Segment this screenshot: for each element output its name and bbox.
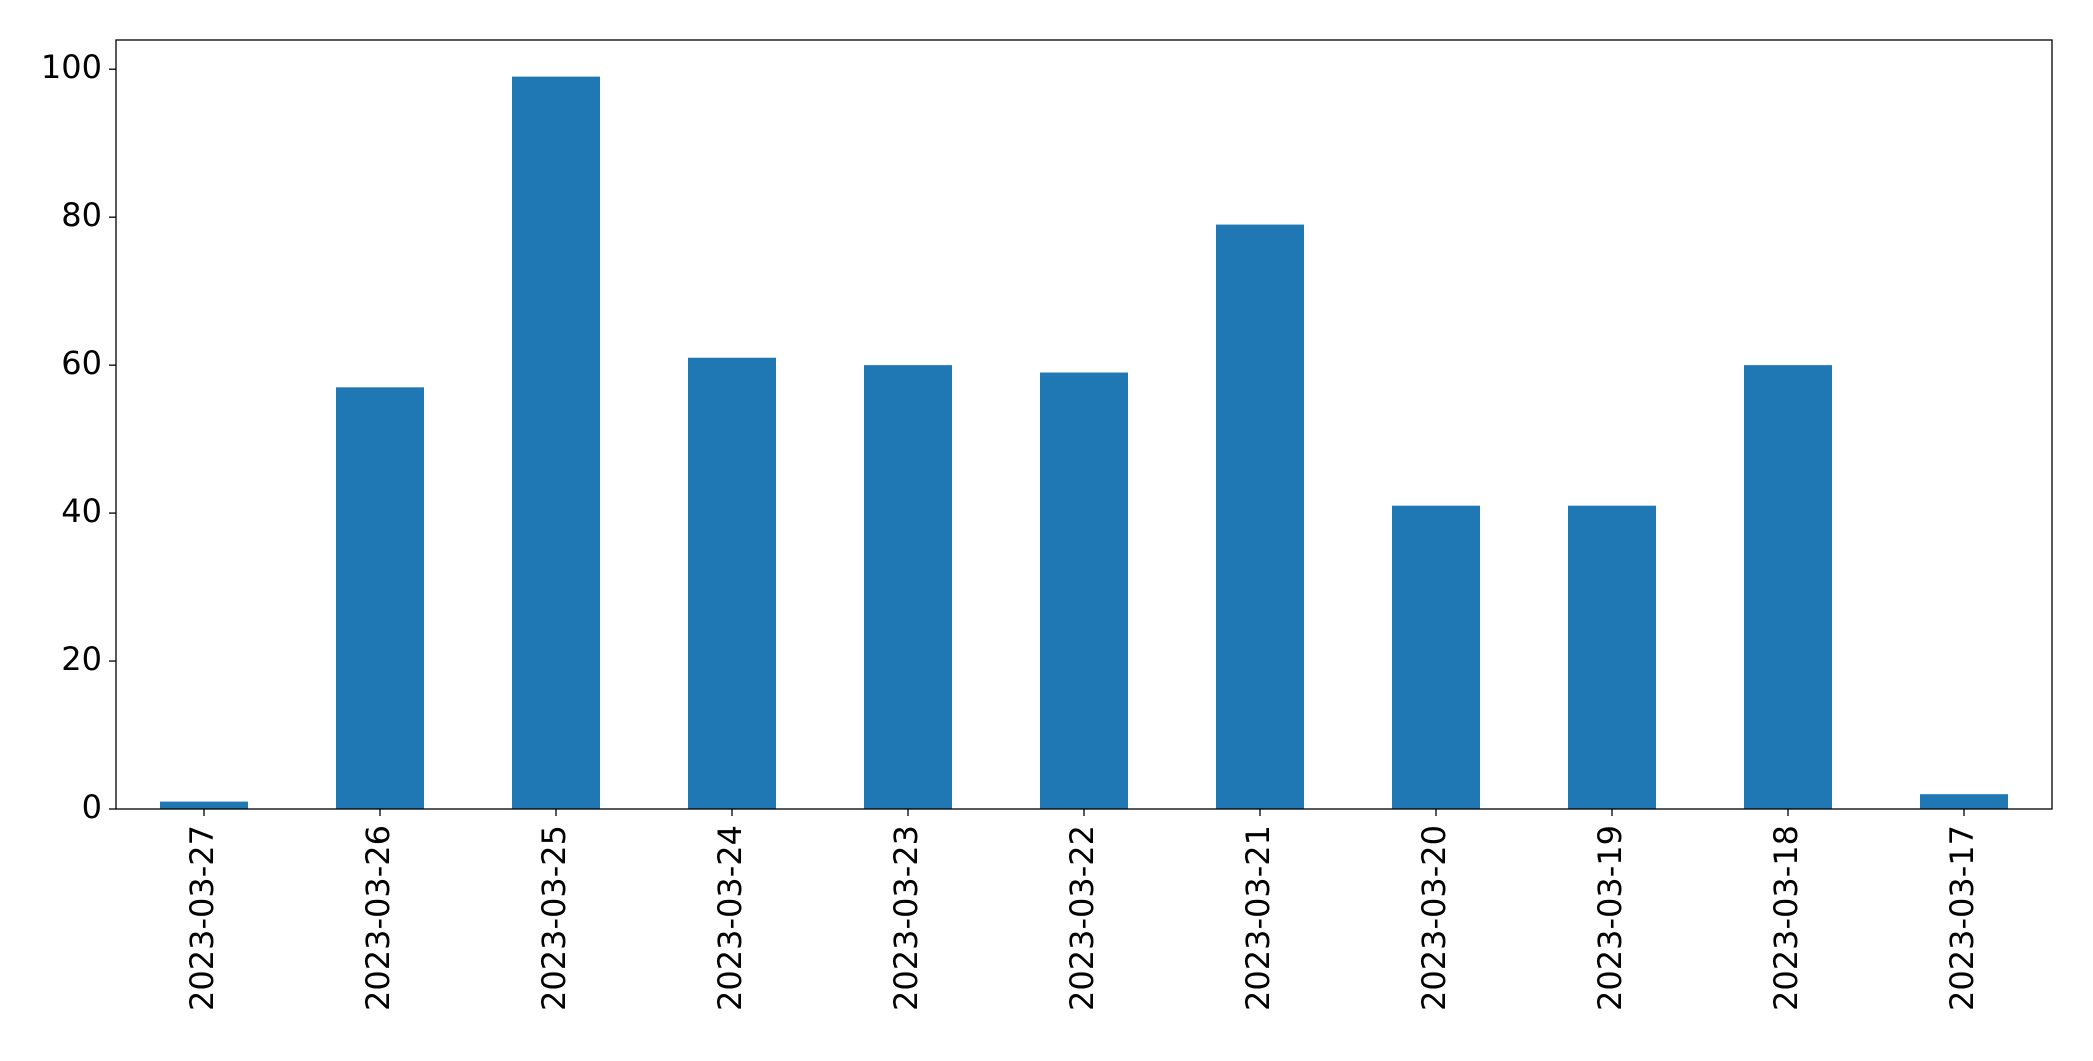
x-tick-label: 2023-03-27 [183,825,221,1011]
x-tick-label: 2023-03-21 [1239,825,1277,1011]
x-tick-label: 2023-03-25 [535,825,573,1011]
x-tick-label: 2023-03-17 [1943,825,1981,1011]
x-tick-label: 2023-03-20 [1415,825,1453,1011]
bar [1744,365,1832,809]
bar [864,365,952,809]
bar [1040,372,1128,809]
bar [1392,505,1480,809]
x-tick-label: 2023-03-26 [359,825,397,1011]
y-tick-label: 100 [41,48,102,86]
x-tick-label: 2023-03-19 [1591,825,1629,1011]
y-tick-label: 20 [61,640,102,678]
bar [1920,794,2008,809]
axes-frame [115,39,2053,810]
bar [512,76,600,810]
y-tick-label: 60 [61,344,102,382]
bar [1216,224,1304,809]
x-tick-label: 2023-03-22 [1063,825,1101,1011]
x-tick-label: 2023-03-24 [711,825,749,1011]
bar [1568,505,1656,809]
y-tick-label: 0 [82,788,102,826]
y-tick-label: 40 [61,492,102,530]
x-tick-label: 2023-03-23 [887,825,925,1011]
bar [688,357,776,809]
y-tick-label: 80 [61,196,102,234]
bar [160,801,248,809]
bar [336,387,424,809]
x-tick-label: 2023-03-18 [1767,825,1805,1011]
